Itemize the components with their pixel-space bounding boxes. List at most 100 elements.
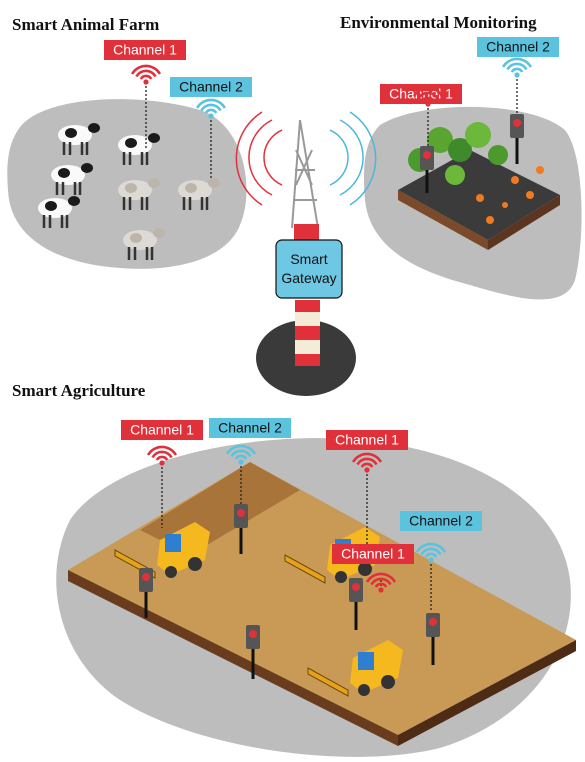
sensor-light — [513, 119, 521, 127]
animal-spot — [58, 168, 70, 178]
harvester-head — [307, 667, 349, 697]
channel-label: Channel 2 — [218, 420, 282, 436]
channel-box — [400, 511, 482, 531]
pole — [295, 340, 320, 354]
section-title: Smart Animal Farm — [12, 15, 159, 34]
harvester-cab — [165, 534, 181, 552]
wifi-arc — [230, 449, 252, 458]
animal — [38, 196, 80, 228]
wifi-arc — [155, 455, 169, 461]
animal-spot — [125, 138, 137, 148]
sensor-light — [352, 583, 360, 591]
animal — [123, 228, 165, 260]
pole — [295, 300, 320, 312]
animal — [51, 163, 93, 195]
animal-head — [208, 178, 220, 188]
animal-head — [81, 163, 93, 173]
wifi-arc — [370, 577, 392, 586]
wifi-dot — [364, 467, 370, 473]
wifi-arc — [412, 86, 444, 97]
animal-spot — [130, 233, 142, 243]
wifi-arc — [139, 74, 153, 80]
wifi-arc — [146, 445, 178, 456]
channel-box — [104, 40, 186, 60]
wifi-arc — [501, 57, 533, 68]
animal-head — [88, 123, 100, 133]
animal — [118, 178, 160, 210]
harvester-wheel — [358, 684, 370, 696]
harvester-wheel — [188, 557, 202, 571]
animal — [58, 123, 100, 155]
wifi-arc — [234, 454, 248, 460]
tower-signal — [235, 111, 377, 206]
wifi-dot — [428, 557, 434, 563]
wifi-arc — [200, 103, 222, 112]
forest-ground-side — [398, 190, 488, 250]
wifi-arc — [151, 450, 173, 459]
forest-ground-side — [488, 195, 560, 250]
gateway-box — [275, 239, 343, 299]
wifi-dot — [378, 587, 384, 593]
channel-label: Channel 2 — [409, 513, 473, 529]
harvester-cab — [358, 652, 374, 670]
channel-label: Channel 2 — [486, 39, 550, 55]
wifi-dot — [143, 79, 149, 85]
channel-box — [170, 77, 252, 97]
harvester-head — [284, 554, 326, 584]
sensor-light — [142, 573, 150, 581]
wifi-dot — [514, 72, 520, 78]
sensor-light — [423, 151, 431, 159]
animal — [118, 133, 160, 165]
wifi-arc — [351, 452, 383, 463]
harvester-wheel — [381, 675, 395, 689]
harvester-wheel — [165, 566, 177, 578]
pole — [295, 312, 320, 326]
animal-head — [148, 178, 160, 188]
field-side — [68, 570, 398, 746]
pole — [295, 326, 320, 340]
animal-spot — [65, 128, 77, 138]
channel-label: Channel 1 — [130, 422, 194, 438]
wifi-arc — [510, 67, 524, 73]
harvester-wheel — [335, 571, 347, 583]
channel-label: Channel 2 — [179, 79, 243, 95]
animal-spot — [185, 183, 197, 193]
wifi-dot — [425, 101, 431, 107]
animal-head — [68, 196, 80, 206]
field-side — [398, 640, 576, 746]
wifi-arc — [421, 96, 435, 102]
wifi-arc — [135, 69, 157, 78]
channel-box — [477, 37, 559, 57]
wifi-arc — [415, 542, 447, 553]
channel-label: Channel 1 — [113, 42, 177, 58]
animal-spot — [45, 201, 57, 211]
harvester-wheel — [358, 562, 372, 576]
sensor-light — [237, 509, 245, 517]
channel-box — [326, 430, 408, 450]
section-title: Environmental Monitoring — [340, 13, 537, 32]
wifi-arc — [356, 457, 378, 466]
wifi-arc — [365, 572, 397, 583]
wifi-dot — [238, 459, 244, 465]
section-title: Smart Agriculture — [12, 381, 146, 400]
wifi-dot — [208, 113, 214, 119]
animal — [178, 178, 220, 210]
channel-label: Channel 1 — [341, 546, 405, 562]
animal-spot — [125, 183, 137, 193]
animal-head — [148, 133, 160, 143]
channel-box — [121, 420, 203, 440]
channel-box — [332, 544, 414, 564]
cell-tower — [291, 119, 319, 229]
channel-box — [209, 418, 291, 438]
wifi-arc — [195, 98, 227, 109]
wifi-arc — [424, 552, 438, 558]
sensor-light — [429, 618, 437, 626]
sensor-light — [249, 630, 257, 638]
wifi-arc — [374, 582, 388, 588]
tower-top — [294, 224, 319, 240]
channel-label: Channel 1 — [335, 432, 399, 448]
wifi-arc — [506, 62, 528, 71]
animal-head — [153, 228, 165, 238]
wifi-arc — [420, 547, 442, 556]
